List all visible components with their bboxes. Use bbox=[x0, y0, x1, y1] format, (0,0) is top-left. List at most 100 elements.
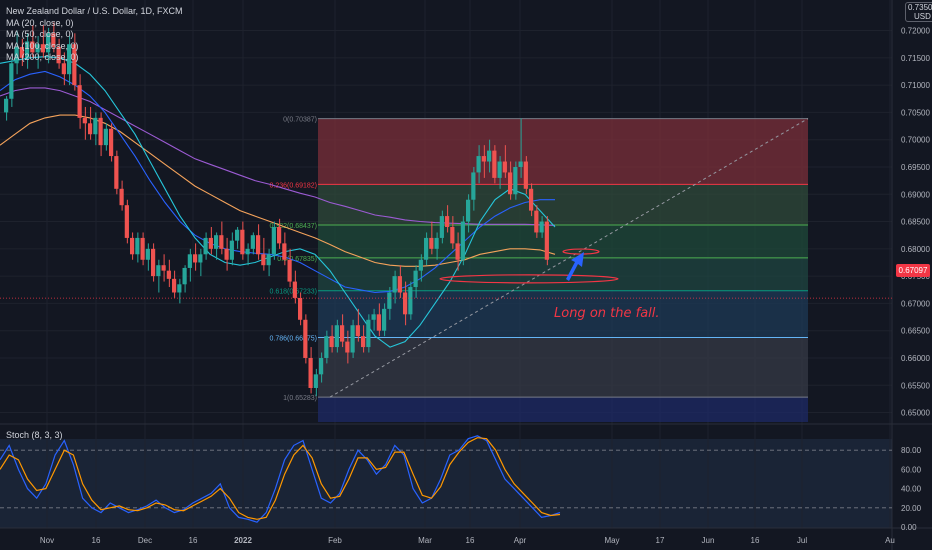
candle-body bbox=[481, 156, 486, 162]
ma20-legend[interactable]: MA (20, close, 0) bbox=[6, 17, 74, 28]
time-tick-label: 16 bbox=[751, 536, 760, 545]
price-tick-label: 0.69000 bbox=[901, 190, 930, 199]
candle-body bbox=[14, 46, 19, 64]
candle-body bbox=[308, 357, 313, 388]
ma50-legend[interactable]: MA (50, close, 0) bbox=[6, 29, 74, 39]
candle-body bbox=[287, 259, 292, 282]
candle-body bbox=[130, 237, 135, 255]
candle-body bbox=[403, 292, 408, 315]
candle-body bbox=[140, 237, 145, 260]
candle-body bbox=[208, 237, 213, 249]
candle-body bbox=[466, 199, 471, 222]
price-tick-label: 0.68000 bbox=[901, 245, 930, 254]
ma100-legend[interactable]: MA (100, close, 0) bbox=[6, 40, 79, 51]
up-arrow-icon bbox=[566, 252, 584, 281]
currency-badge-unit: USD bbox=[914, 12, 931, 21]
candle-body bbox=[487, 150, 492, 162]
fib-zone bbox=[318, 397, 808, 422]
candle-body bbox=[502, 161, 507, 173]
candle-body bbox=[497, 161, 502, 178]
candle-body bbox=[4, 98, 9, 113]
candle-body bbox=[135, 237, 140, 255]
candle-body bbox=[72, 44, 77, 86]
fib-trend-line bbox=[329, 118, 809, 398]
current-price-tag: 0.67097 bbox=[896, 264, 930, 277]
candle-body bbox=[350, 325, 355, 353]
candle-body bbox=[46, 33, 51, 53]
candle-body bbox=[345, 341, 350, 353]
price-tick-label: 0.65500 bbox=[901, 381, 930, 390]
candle-body bbox=[40, 44, 45, 53]
candle-body bbox=[277, 227, 282, 244]
stoch-tick-label: 40.00 bbox=[901, 485, 922, 494]
user-drawings[interactable] bbox=[439, 248, 619, 284]
candle-body bbox=[529, 188, 534, 211]
candle-body bbox=[124, 205, 129, 238]
trade-annotation[interactable]: Long on the fall. bbox=[554, 306, 660, 321]
support-ellipse bbox=[439, 274, 619, 284]
candle-body bbox=[224, 248, 229, 260]
candle-body bbox=[30, 41, 35, 53]
candle-body bbox=[334, 325, 339, 348]
stochastic-oscillator: 80.00 60.00 40.00 20.00 0.00 bbox=[0, 435, 922, 532]
candle-body bbox=[397, 276, 402, 293]
time-tick-label: Nov bbox=[40, 536, 54, 545]
candle-body bbox=[19, 46, 24, 58]
candle-body bbox=[203, 237, 208, 255]
candle-body bbox=[429, 237, 434, 249]
candle-body bbox=[539, 221, 544, 233]
time-tick-label: Jul bbox=[797, 536, 807, 545]
candle-body bbox=[214, 235, 219, 249]
candle-body bbox=[329, 336, 334, 348]
time-tick-label: Dec bbox=[138, 536, 152, 545]
candle-body bbox=[93, 117, 98, 135]
candle-body bbox=[413, 270, 418, 288]
candle-body bbox=[151, 248, 156, 277]
candle-body bbox=[418, 259, 423, 271]
candle-body bbox=[114, 156, 119, 189]
price-tick-label: 0.72000 bbox=[901, 27, 930, 36]
time-axis[interactable]: Nov 16 Dec 16 2022 Feb Mar 16 Apr May 17 Jun 16 Jul Au bbox=[40, 536, 895, 545]
time-tick-label: Apr bbox=[514, 536, 527, 545]
fib-level-label: 0.786(0.66375) bbox=[270, 336, 317, 343]
time-tick-label: Mar bbox=[418, 536, 432, 545]
candle-body bbox=[392, 276, 397, 293]
candle-body bbox=[434, 237, 439, 249]
time-tick-label: Feb bbox=[328, 536, 342, 545]
stoch-legend[interactable]: Stoch (8, 3, 3) bbox=[6, 430, 63, 440]
price-tick-label: 0.70000 bbox=[901, 136, 930, 145]
candle-body bbox=[229, 240, 234, 260]
price-tick-label: 0.66000 bbox=[901, 354, 930, 363]
time-tick-label: Jun bbox=[702, 536, 715, 545]
candle-body bbox=[166, 270, 171, 279]
stoch-tick-label: 20.00 bbox=[901, 504, 922, 513]
candle-body bbox=[9, 63, 14, 99]
candle-body bbox=[408, 287, 413, 315]
candle-body bbox=[534, 210, 539, 233]
candle-body bbox=[476, 156, 481, 173]
candle-body bbox=[177, 284, 182, 293]
candle-body bbox=[523, 161, 528, 189]
ma100-line bbox=[0, 114, 556, 267]
currency-badge-price: 0.73500 bbox=[908, 3, 932, 12]
price-tick-label: 0.71500 bbox=[901, 54, 930, 63]
fibonacci-retracement[interactable]: 0(0.70387) 0.236(0.69182) 0.382(0.68437) 0.… bbox=[270, 117, 809, 422]
candle-body bbox=[424, 237, 429, 260]
currency-badge[interactable]: 0.73500 USD bbox=[905, 2, 932, 22]
fib-level-label: 0.236(0.69182) bbox=[270, 182, 317, 189]
candle-body bbox=[88, 123, 93, 135]
symbol-title[interactable]: New Zealand Dollar / U.S. Dollar, 1D, FX… bbox=[6, 6, 183, 16]
stoch-tick-label: 0.00 bbox=[901, 523, 917, 532]
candle-body bbox=[376, 314, 381, 331]
candle-body bbox=[324, 336, 329, 358]
candle-body bbox=[103, 128, 108, 146]
candle-body bbox=[61, 63, 66, 75]
candle-body bbox=[513, 166, 518, 195]
candle-body bbox=[156, 265, 161, 277]
time-tick-label: 17 bbox=[656, 536, 665, 545]
ma200-legend[interactable]: MA (200, close, 0) bbox=[6, 52, 79, 62]
price-axis[interactable]: 0.72000 0.71500 0.71000 0.70500 0.70000 0.695… bbox=[901, 27, 930, 418]
stoch-k-line bbox=[0, 435, 561, 523]
price-tick-label: 0.71000 bbox=[901, 81, 930, 90]
